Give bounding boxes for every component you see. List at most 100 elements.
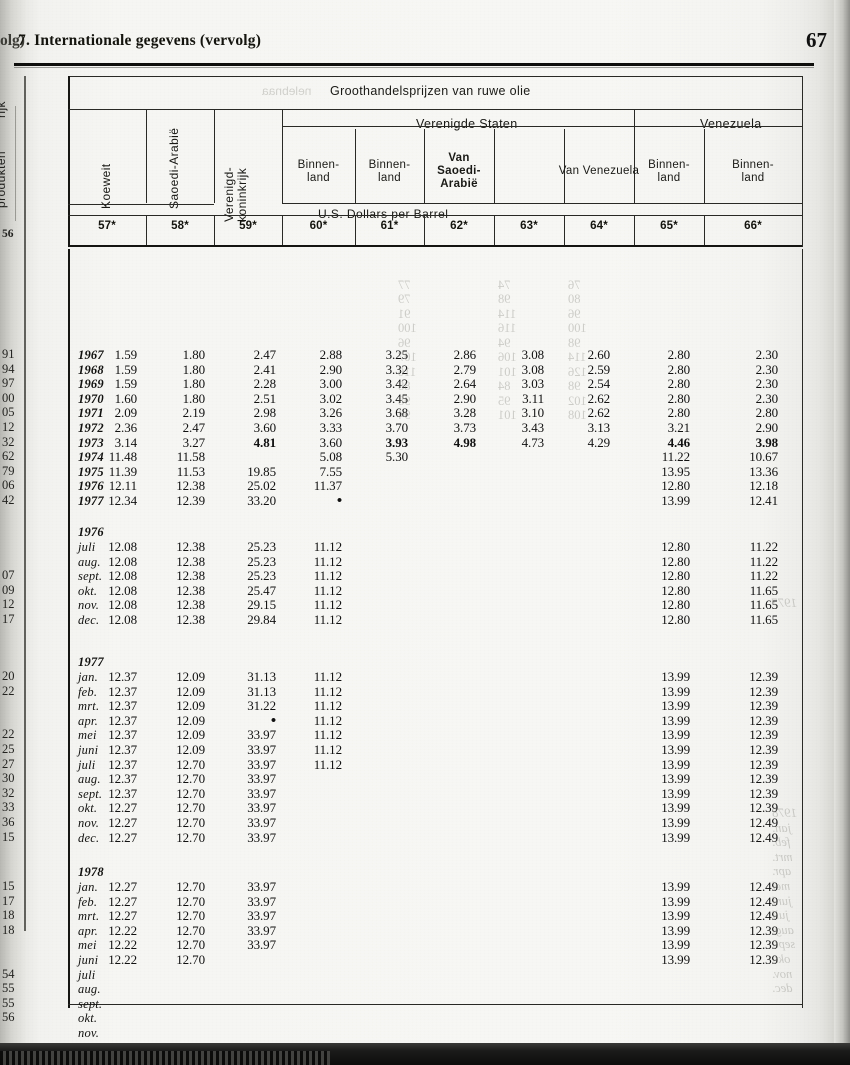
data-cell: 12.08: [108, 582, 137, 598]
data-cell: 13.99: [661, 922, 690, 938]
data-cell: 12.27: [108, 879, 137, 894]
cut-column-value: 18: [2, 908, 15, 923]
table-hrule: [68, 1004, 802, 1005]
data-cell: 11.12: [313, 612, 342, 627]
cut-column-value: 79: [2, 463, 15, 478]
block-heading-1977: 1977: [78, 655, 104, 670]
data-cell: 3.70: [385, 420, 408, 435]
row-label: apr.: [78, 923, 98, 938]
data-cell: 2.19: [182, 405, 205, 421]
data-cell: 12.37: [108, 742, 137, 757]
cut-column-number: 56: [2, 228, 14, 240]
data-cell: 12.09: [176, 712, 205, 728]
column-number-61: 61*: [380, 220, 399, 232]
row-label: nov.: [78, 598, 100, 613]
data-cell: 3.14: [114, 434, 137, 450]
row-label: okt.: [78, 801, 98, 816]
scanner-bottom-band: [0, 1043, 850, 1065]
data-cell: 12.27: [108, 800, 137, 816]
data-cell: 33.97: [247, 829, 276, 845]
unit-label: U.S. Dollars per Barrel: [318, 207, 449, 221]
cut-column-rule: [24, 76, 26, 931]
table-vrule: [704, 216, 705, 245]
table-vrule: [146, 216, 147, 245]
data-cell: 12.39: [749, 727, 778, 743]
data-cell: 11.65: [749, 597, 778, 613]
cut-column-value: 32: [2, 785, 15, 800]
data-cell: 13.99: [661, 829, 690, 845]
row-label: nov.: [78, 1026, 100, 1040]
cut-column-value: 94: [2, 361, 15, 376]
data-cell: 3.13: [587, 420, 610, 435]
table-vrule: [424, 216, 425, 245]
data-cell: 13.99: [661, 683, 690, 699]
row-label: 1973: [78, 435, 104, 450]
data-cell: 12.80: [661, 539, 690, 554]
cut-column-value: 32: [2, 434, 15, 449]
chapter-title-cut-fragment: olg): [0, 32, 25, 49]
data-cell: 3.00: [319, 376, 342, 392]
column-header-line: Saoedi-Arabië: [167, 127, 182, 209]
header-rule-secondary: [14, 67, 814, 68]
data-cell: 13.99: [661, 698, 690, 714]
data-cell: 12.49: [749, 815, 778, 830]
data-cell: 2.64: [453, 376, 476, 392]
table-vrule: [494, 216, 495, 245]
data-cell: 12.09: [176, 698, 205, 714]
data-cell: 29.15: [247, 597, 276, 613]
data-cell: 2.90: [319, 361, 342, 377]
column-number-63: 63*: [520, 220, 538, 232]
data-cell: 1.80: [182, 376, 205, 392]
data-cell: 12.39: [749, 712, 778, 728]
data-cell: 33.97: [247, 922, 276, 938]
data-cell: 2.47: [253, 347, 276, 362]
data-cell: 1.59: [114, 347, 137, 362]
row-label: nov.: [78, 816, 100, 830]
data-cell: 19.85: [247, 463, 276, 479]
data-cell: 11.22: [661, 449, 690, 465]
column-header-line: land: [378, 171, 401, 184]
row-label: 1969: [78, 377, 104, 392]
cut-column-value: 05: [2, 405, 15, 420]
cut-column-value: 55: [2, 995, 15, 1010]
data-cell: 11.12: [313, 756, 342, 772]
data-cell: 11.48: [108, 449, 137, 465]
data-cell: 13.36: [749, 463, 778, 479]
data-cell: 12.08: [108, 553, 137, 569]
data-cell: 1.59: [114, 376, 137, 392]
cut-column-value: 12: [2, 597, 15, 612]
data-cell: 12.39: [749, 937, 778, 953]
book-spine-shadow: [0, 0, 26, 1043]
column-header-saoedi-arabie: Saoedi-Arabië: [167, 127, 182, 209]
cut-column-value: 91: [2, 347, 15, 361]
data-cell: 2.80: [667, 361, 690, 377]
data-cell: 12.38: [176, 568, 205, 584]
row-label: jan.: [78, 880, 98, 894]
cut-column-value: 62: [2, 449, 15, 464]
data-cell: 1.60: [114, 390, 137, 406]
cut-column-value: 55: [2, 981, 15, 996]
row-label: feb.: [78, 684, 98, 699]
chapter-title: 7. Internationale gegevens (vervolg): [18, 32, 262, 49]
data-cell: 11.12: [313, 712, 342, 728]
column-number-58: 58*: [171, 220, 189, 232]
data-cell: 2.30: [755, 390, 778, 406]
data-cell: 12.49: [749, 879, 778, 894]
data-cell: 13.99: [661, 908, 690, 924]
row-label: juli: [78, 967, 96, 982]
table-vrule: [214, 110, 215, 203]
row-label: 1968: [78, 362, 104, 377]
data-cell: 2.47: [182, 420, 205, 435]
column-header-vz-binnenland-66: Binnen-land: [707, 159, 799, 185]
data-cell: 11.65: [749, 612, 778, 627]
column-header-line: Arabië: [440, 177, 478, 190]
data-cell: 2.80: [667, 347, 690, 362]
data-cell: 12.39: [749, 683, 778, 699]
data-cell: 3.93: [385, 434, 408, 450]
data-cell: 13.99: [661, 815, 690, 830]
data-cell: 12.22: [108, 952, 137, 967]
data-cell: 31.22: [247, 698, 276, 714]
data-cell: 13.99: [661, 879, 690, 894]
data-cell: 2.28: [253, 376, 276, 392]
data-cell: 12.37: [108, 669, 137, 684]
